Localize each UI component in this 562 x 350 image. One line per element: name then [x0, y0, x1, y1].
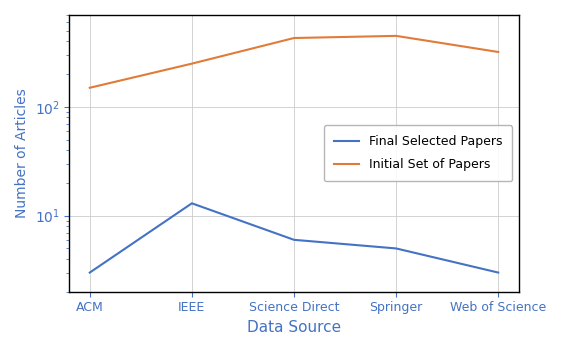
- Legend: Final Selected Papers, Initial Set of Papers: Final Selected Papers, Initial Set of Pa…: [324, 125, 513, 181]
- Line: Final Selected Papers: Final Selected Papers: [90, 203, 498, 273]
- Final Selected Papers: [291, 238, 297, 242]
- Final Selected Papers: [188, 201, 195, 205]
- X-axis label: Data Source: Data Source: [247, 320, 341, 335]
- Y-axis label: Number of Articles: Number of Articles: [15, 89, 29, 218]
- Initial Set of Papers: [291, 36, 297, 40]
- Line: Initial Set of Papers: Initial Set of Papers: [90, 36, 498, 88]
- Final Selected Papers: [495, 271, 502, 275]
- Initial Set of Papers: [87, 86, 93, 90]
- Initial Set of Papers: [188, 62, 195, 66]
- Final Selected Papers: [393, 246, 400, 251]
- Final Selected Papers: [87, 271, 93, 275]
- Initial Set of Papers: [495, 50, 502, 54]
- Initial Set of Papers: [393, 34, 400, 38]
